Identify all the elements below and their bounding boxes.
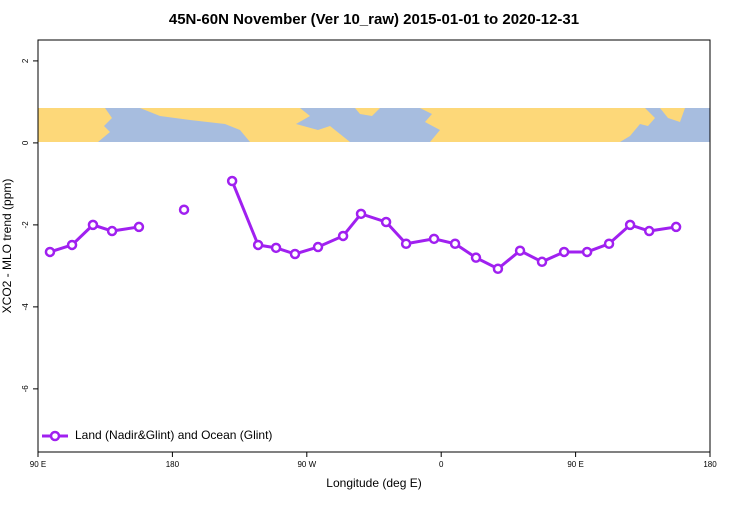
legend-label: Land (Nadir&Glint) and Ocean (Glint) — [75, 428, 272, 442]
plot-frame — [37, 39, 711, 453]
x-tick-label: 0 — [439, 460, 444, 469]
legend-marker — [49, 430, 61, 442]
data-point — [87, 219, 99, 231]
x-tick-label: 180 — [166, 460, 180, 469]
x-tick-label: 180 — [703, 460, 717, 469]
x-axis-label: Longitude (deg E) — [326, 476, 421, 490]
y-axis-label: XCO2 - MLO trend (ppm) — [0, 179, 14, 314]
data-point — [643, 225, 655, 237]
x-tick-label: 90 E — [567, 460, 583, 469]
x-tick-label: 90 E — [30, 460, 46, 469]
data-point — [289, 248, 301, 260]
x-tick-label: 90 W — [297, 460, 316, 469]
data-point — [558, 246, 570, 258]
land — [660, 108, 685, 122]
data-point — [226, 175, 238, 187]
data-point — [603, 238, 615, 249]
data-point — [355, 208, 367, 220]
data-point — [536, 256, 548, 268]
data-point — [449, 238, 461, 249]
data-point — [514, 245, 526, 256]
y-tick-label: -2 — [21, 221, 30, 229]
data-point — [312, 241, 324, 253]
data-point — [337, 230, 349, 242]
land — [140, 108, 350, 142]
y-tick-label: -6 — [21, 385, 30, 393]
data-point — [492, 263, 504, 275]
data-point — [66, 239, 78, 251]
y-tick-label: 0 — [21, 140, 30, 145]
land — [38, 108, 112, 142]
data-point — [270, 242, 282, 254]
data-point — [178, 204, 190, 215]
data-point — [581, 246, 593, 258]
map-band — [38, 108, 710, 142]
y-tick-label: 2 — [21, 58, 30, 63]
data-point — [470, 252, 482, 263]
land — [420, 108, 655, 142]
data-point — [380, 216, 392, 228]
y-tick-label: -4 — [21, 303, 30, 311]
data-point — [133, 221, 145, 233]
data-point — [106, 225, 118, 237]
land — [355, 108, 380, 116]
chart-title: 45N-60N November (Ver 10_raw) 2015-01-01… — [169, 11, 579, 28]
data-point — [44, 246, 56, 258]
data-point — [670, 221, 682, 233]
data-point — [252, 239, 264, 251]
data-point — [400, 238, 412, 249]
data-point — [428, 233, 440, 245]
data-point — [624, 219, 636, 231]
